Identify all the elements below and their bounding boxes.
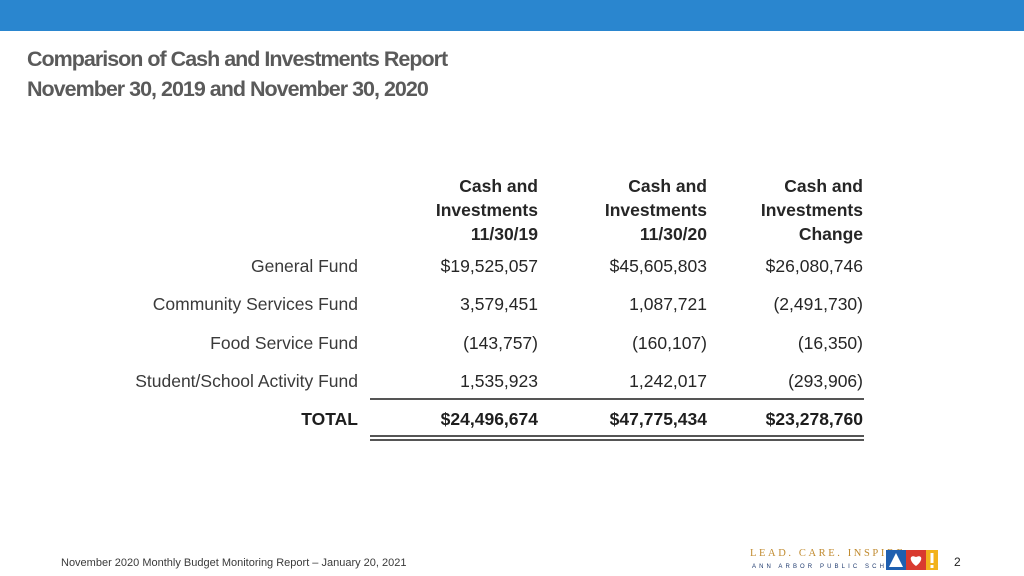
title-line-2: November 30, 2019 and November 30, 2020 <box>27 77 429 101</box>
column-header-2020: Cash and Investments 11/30/20 <box>537 174 707 246</box>
row-label-student-school-activity-fund: Student/School Activity Fund <box>135 371 358 391</box>
total-cell: $24,496,674 <box>440 409 538 429</box>
table-cell: 1,242,017 <box>629 371 707 391</box>
column-header-line: 11/30/19 <box>470 224 538 244</box>
table-cell: (2,491,730) <box>773 294 863 314</box>
title-line-1: Comparison of Cash and Investments Repor… <box>27 47 448 71</box>
logo-mark-icon <box>886 550 938 570</box>
table-cell: $19,525,057 <box>440 256 538 276</box>
row-label-general-fund: General Fund <box>250 256 358 276</box>
top-accent-bar <box>0 0 1024 31</box>
column-header-line: Change <box>798 224 863 244</box>
table-cell: (160,107) <box>632 333 707 353</box>
column-header-change: Cash and Investments Change <box>693 174 863 246</box>
total-label: TOTAL <box>301 409 358 429</box>
page-number: 2 <box>954 555 961 569</box>
column-header-line: Investments <box>760 200 863 220</box>
row-label-community-services-fund: Community Services Fund <box>152 294 358 314</box>
table-cell: $45,605,803 <box>609 256 707 276</box>
logo-tagline: LEAD. CARE. INSPIRE. <box>750 548 911 559</box>
table-cell: (16,350) <box>797 333 863 353</box>
column-header-line: Cash and <box>628 176 707 196</box>
row-label-food-service-fund: Food Service Fund <box>210 333 358 353</box>
total-double-rule-bottom <box>370 439 864 441</box>
footer-text: November 2020 Monthly Budget Monitoring … <box>61 557 407 569</box>
column-header-line: Investments <box>604 200 707 220</box>
total-cell: $47,775,434 <box>609 409 707 429</box>
table-cell: 3,579,451 <box>460 294 538 314</box>
column-header-line: Cash and <box>784 176 863 196</box>
column-header-line: Investments <box>435 200 538 220</box>
column-header-line: Cash and <box>459 176 538 196</box>
table-cell: (293,906) <box>788 371 863 391</box>
table-cell: 1,087,721 <box>629 294 707 314</box>
total-cell: $23,278,760 <box>765 409 863 429</box>
logo-org-name: ANN ARBOR PUBLIC SCHOOLS <box>752 564 917 570</box>
column-header-line: 11/30/20 <box>639 224 707 244</box>
school-district-logo: LEAD. CARE. INSPIRE. ANN ARBOR PUBLIC SC… <box>748 548 948 574</box>
page-title: Comparison of Cash and Investments Repor… <box>27 44 448 104</box>
subtotal-rule <box>370 398 864 400</box>
table-cell: 1,535,923 <box>460 371 538 391</box>
table-cell: (143,757) <box>463 333 538 353</box>
table-cell: $26,080,746 <box>765 256 863 276</box>
total-double-rule-top <box>370 435 864 437</box>
column-header-2019: Cash and Investments 11/30/19 <box>368 174 538 246</box>
